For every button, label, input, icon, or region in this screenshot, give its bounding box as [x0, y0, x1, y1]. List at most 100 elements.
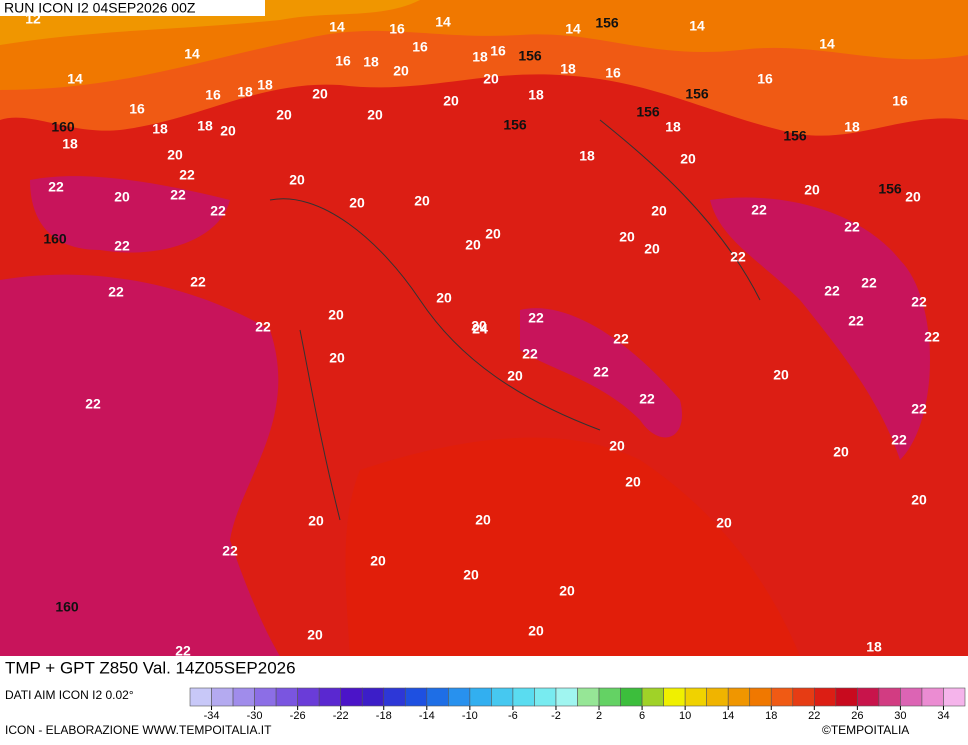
- contour-label: 156: [503, 117, 527, 133]
- contour-label: 20: [220, 123, 236, 139]
- contour-label: 20: [167, 147, 183, 163]
- contour-label: 20: [114, 189, 130, 205]
- contour-label: 20: [716, 515, 732, 531]
- colorbar-tick-label: -18: [376, 710, 392, 722]
- contour-label: 22: [911, 294, 927, 310]
- contour-label: 20: [308, 513, 324, 529]
- color-swatch: [598, 687, 621, 707]
- contour-label: 20: [644, 241, 660, 257]
- color-swatch: [211, 687, 234, 707]
- colorbar-tick-label: -30: [247, 710, 263, 722]
- color-swatch: [749, 687, 772, 707]
- colorbar-tick-label: 10: [679, 710, 691, 722]
- color-swatch: [534, 687, 557, 707]
- color-swatch: [512, 687, 535, 707]
- magenta-sea: [0, 274, 280, 656]
- color-swatch: [254, 687, 277, 707]
- contour-label: 20: [833, 444, 849, 460]
- contour-label: 22: [175, 643, 191, 659]
- contour-label: 22: [730, 249, 746, 265]
- coastline: [269, 119, 761, 521]
- contour-label: 156: [636, 104, 660, 120]
- colorbar-tick-label: -6: [508, 710, 518, 722]
- color-swatch: [361, 687, 385, 707]
- contour-label: 20: [465, 237, 481, 253]
- color-swatch: [426, 687, 449, 707]
- contour-label: 160: [43, 231, 67, 247]
- contour-label: 22: [593, 364, 609, 380]
- contour-label: 20: [312, 86, 328, 102]
- contour-label: 20: [507, 368, 523, 384]
- contour-label: 16: [490, 43, 506, 59]
- contour-label: 24: [472, 321, 488, 337]
- colorbar-tick-label: 22: [808, 710, 820, 722]
- contour-label: 20: [559, 583, 575, 599]
- contour-label: 22: [924, 329, 940, 345]
- contour-label: 18: [665, 119, 681, 135]
- contour-label: 18: [363, 54, 379, 70]
- colorbar-tick-label: -14: [419, 710, 435, 722]
- contour-label: 18: [152, 121, 168, 137]
- contour-label: 156: [595, 15, 619, 31]
- footer-source: DATI AIM ICON I2 0.02°: [5, 688, 134, 702]
- contour-label: 156: [878, 181, 902, 197]
- header-box: [0, 0, 265, 16]
- contour-label: 20: [680, 151, 696, 167]
- contour-label: 20: [276, 107, 292, 123]
- contour-label: 22: [861, 275, 877, 291]
- contour-label: 20: [307, 627, 323, 643]
- color-swatch: [663, 687, 686, 707]
- color-swatch: [297, 687, 320, 707]
- color-swatch: [383, 687, 406, 707]
- contour-label: 22: [114, 238, 130, 254]
- footer-copyright: ©TEMPOITALIA: [822, 723, 909, 737]
- footer-credit: ICON - ELABORAZIONE WWW.TEMPOITALIA.IT: [5, 723, 272, 737]
- contour-label: 20: [328, 307, 344, 323]
- contour-label: 20: [485, 226, 501, 242]
- contour-label: 22: [824, 283, 840, 299]
- contour-label: 18: [257, 77, 273, 93]
- color-swatch: [491, 687, 514, 707]
- contour-label: 20: [393, 63, 409, 79]
- contour-label: 20: [905, 189, 921, 205]
- colorbar-tick-label: 2: [596, 710, 602, 722]
- colorbar-tick-label: -2: [551, 710, 561, 722]
- contour-label: 20: [475, 512, 491, 528]
- color-swatch: [792, 687, 815, 707]
- contour-label: 16: [757, 71, 773, 87]
- contour-label: 16: [412, 39, 428, 55]
- contour-label: 22: [190, 274, 206, 290]
- contour-label: 22: [613, 331, 629, 347]
- contour-label: 20: [463, 567, 479, 583]
- contour-label: 22: [522, 346, 538, 362]
- color-swatch: [943, 687, 966, 707]
- contour-label: 18: [237, 84, 253, 100]
- contour-label: 18: [197, 118, 213, 134]
- magenta-balkans: [710, 197, 930, 460]
- contour-label: 18: [579, 148, 595, 164]
- contour-label: 18: [560, 61, 576, 77]
- contour-label: 14: [565, 21, 581, 37]
- contour-label: 16: [605, 65, 621, 81]
- contour-label: 156: [685, 86, 709, 102]
- contour-label: 18: [62, 136, 78, 152]
- colorbar-tick-label: -26: [290, 710, 306, 722]
- contour-label: 20: [436, 290, 452, 306]
- color-swatch: [189, 687, 212, 707]
- contour-label: 20: [804, 182, 820, 198]
- contour-label: 24: [472, 321, 488, 337]
- header-title: RUN ICON I2 04SEP2026 00Z: [4, 0, 196, 16]
- color-swatch: [770, 687, 794, 707]
- contour-label: 22: [891, 432, 907, 448]
- contour-label: 160: [55, 599, 79, 615]
- color-swatch: [340, 687, 363, 707]
- contour-label: 156: [783, 128, 807, 144]
- colorbar-tick-label: 34: [937, 710, 949, 722]
- color-swatch: [706, 687, 729, 707]
- color-swatch: [469, 687, 492, 707]
- contour-label: 22: [639, 391, 655, 407]
- contour-label: 22: [179, 167, 195, 183]
- color-swatch: [275, 687, 298, 707]
